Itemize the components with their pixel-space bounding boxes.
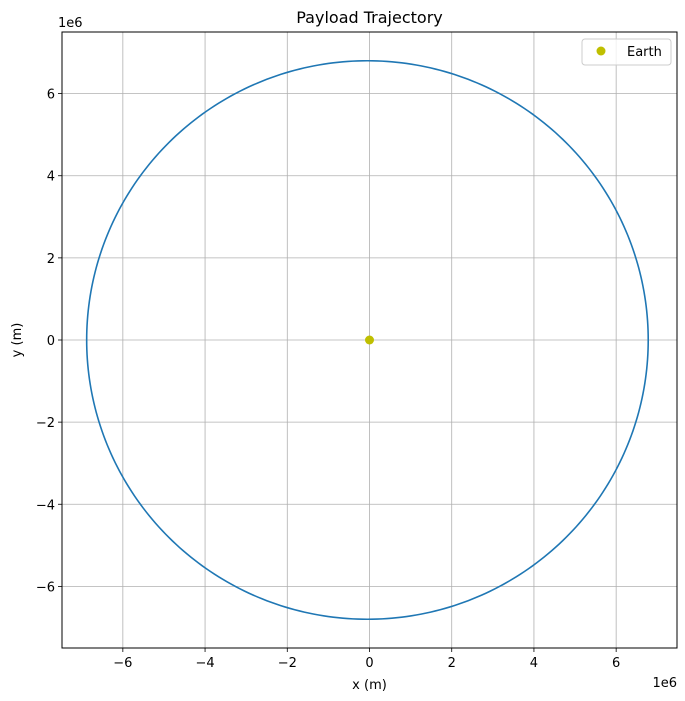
y-axis-label: y (m): [10, 323, 25, 358]
trajectory-line: [85, 59, 650, 621]
legend-marker-earth: [596, 46, 606, 56]
legend-box: [581, 38, 672, 66]
x-axis-offset-label: 1e6: [652, 676, 677, 691]
x-axis-label: x (m): [352, 678, 387, 693]
x-tick-label: 2: [448, 656, 456, 671]
y-tick-label: 6: [47, 88, 55, 103]
y-tick-label: −2: [36, 416, 55, 431]
earth-point: [365, 335, 374, 345]
y-tick-label: 4: [47, 170, 55, 185]
y-tick-label: 2: [47, 252, 55, 267]
x-tick-label: 6: [612, 656, 620, 671]
legend-label-earth: Earth: [627, 45, 662, 60]
x-tick-label: −6: [113, 656, 132, 671]
y-axis-offset-label: 1e6: [58, 16, 83, 31]
y-tick-label: −4: [36, 498, 55, 513]
x-tick-label: −4: [195, 656, 214, 671]
legend: Earth: [581, 38, 672, 66]
x-tick-label: −2: [278, 656, 297, 671]
x-tick-label: 4: [530, 656, 538, 671]
x-tick-label: 0: [365, 656, 373, 671]
series-layer: [85, 59, 650, 621]
chart-title: Payload Trajectory: [296, 8, 442, 27]
y-tick-label: −6: [36, 580, 55, 595]
y-tick-label: 0: [47, 334, 55, 349]
tick-layer: −6 −4 −2 0 2 4 6 −6 −4 −2 0 2 4 6: [36, 88, 620, 671]
